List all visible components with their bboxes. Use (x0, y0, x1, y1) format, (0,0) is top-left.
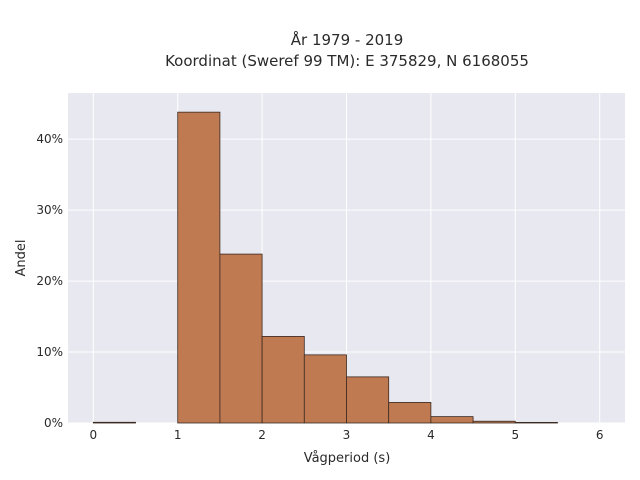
histogram-bar-9 (472, 420, 516, 424)
x-tick-label: 0 (89, 428, 97, 442)
x-tick-label: 1 (174, 428, 182, 442)
x-tick-label: 6 (596, 428, 604, 442)
y-tick-labels: 0% 10% 20% 30% 40% (36, 132, 63, 430)
histogram-bar-8 (430, 416, 474, 424)
y-tick-label: 20% (36, 274, 63, 288)
x-tick-label: 5 (511, 428, 519, 442)
histogram-bar-0 (92, 421, 136, 424)
histogram-bar-3 (219, 253, 263, 424)
x-tick-label: 4 (427, 428, 435, 442)
bars-group (92, 111, 558, 424)
y-tick-label: 40% (36, 132, 63, 146)
x-tick-label: 3 (343, 428, 351, 442)
x-axis-label: Vågperiod (s) (304, 451, 391, 466)
y-tick-label: 10% (36, 345, 63, 359)
x-tick-label: 2 (258, 428, 266, 442)
y-tick-label: 0% (44, 416, 63, 430)
chart-title-line2: Koordinat (Sweref 99 TM): E 375829, N 61… (165, 52, 529, 70)
histogram-bar-2 (177, 111, 221, 424)
histogram-bar-10 (514, 421, 558, 424)
y-tick-label: 30% (36, 203, 63, 217)
y-axis-label: Andel (14, 240, 29, 277)
histogram-bar-4 (261, 336, 305, 424)
histogram-bar-7 (388, 402, 432, 424)
chart-title-line1: År 1979 - 2019 (291, 30, 404, 49)
x-tick-labels: 0 1 2 3 4 5 6 (89, 428, 603, 442)
histogram-bar-5 (303, 354, 347, 424)
histogram-bar-6 (346, 376, 390, 424)
